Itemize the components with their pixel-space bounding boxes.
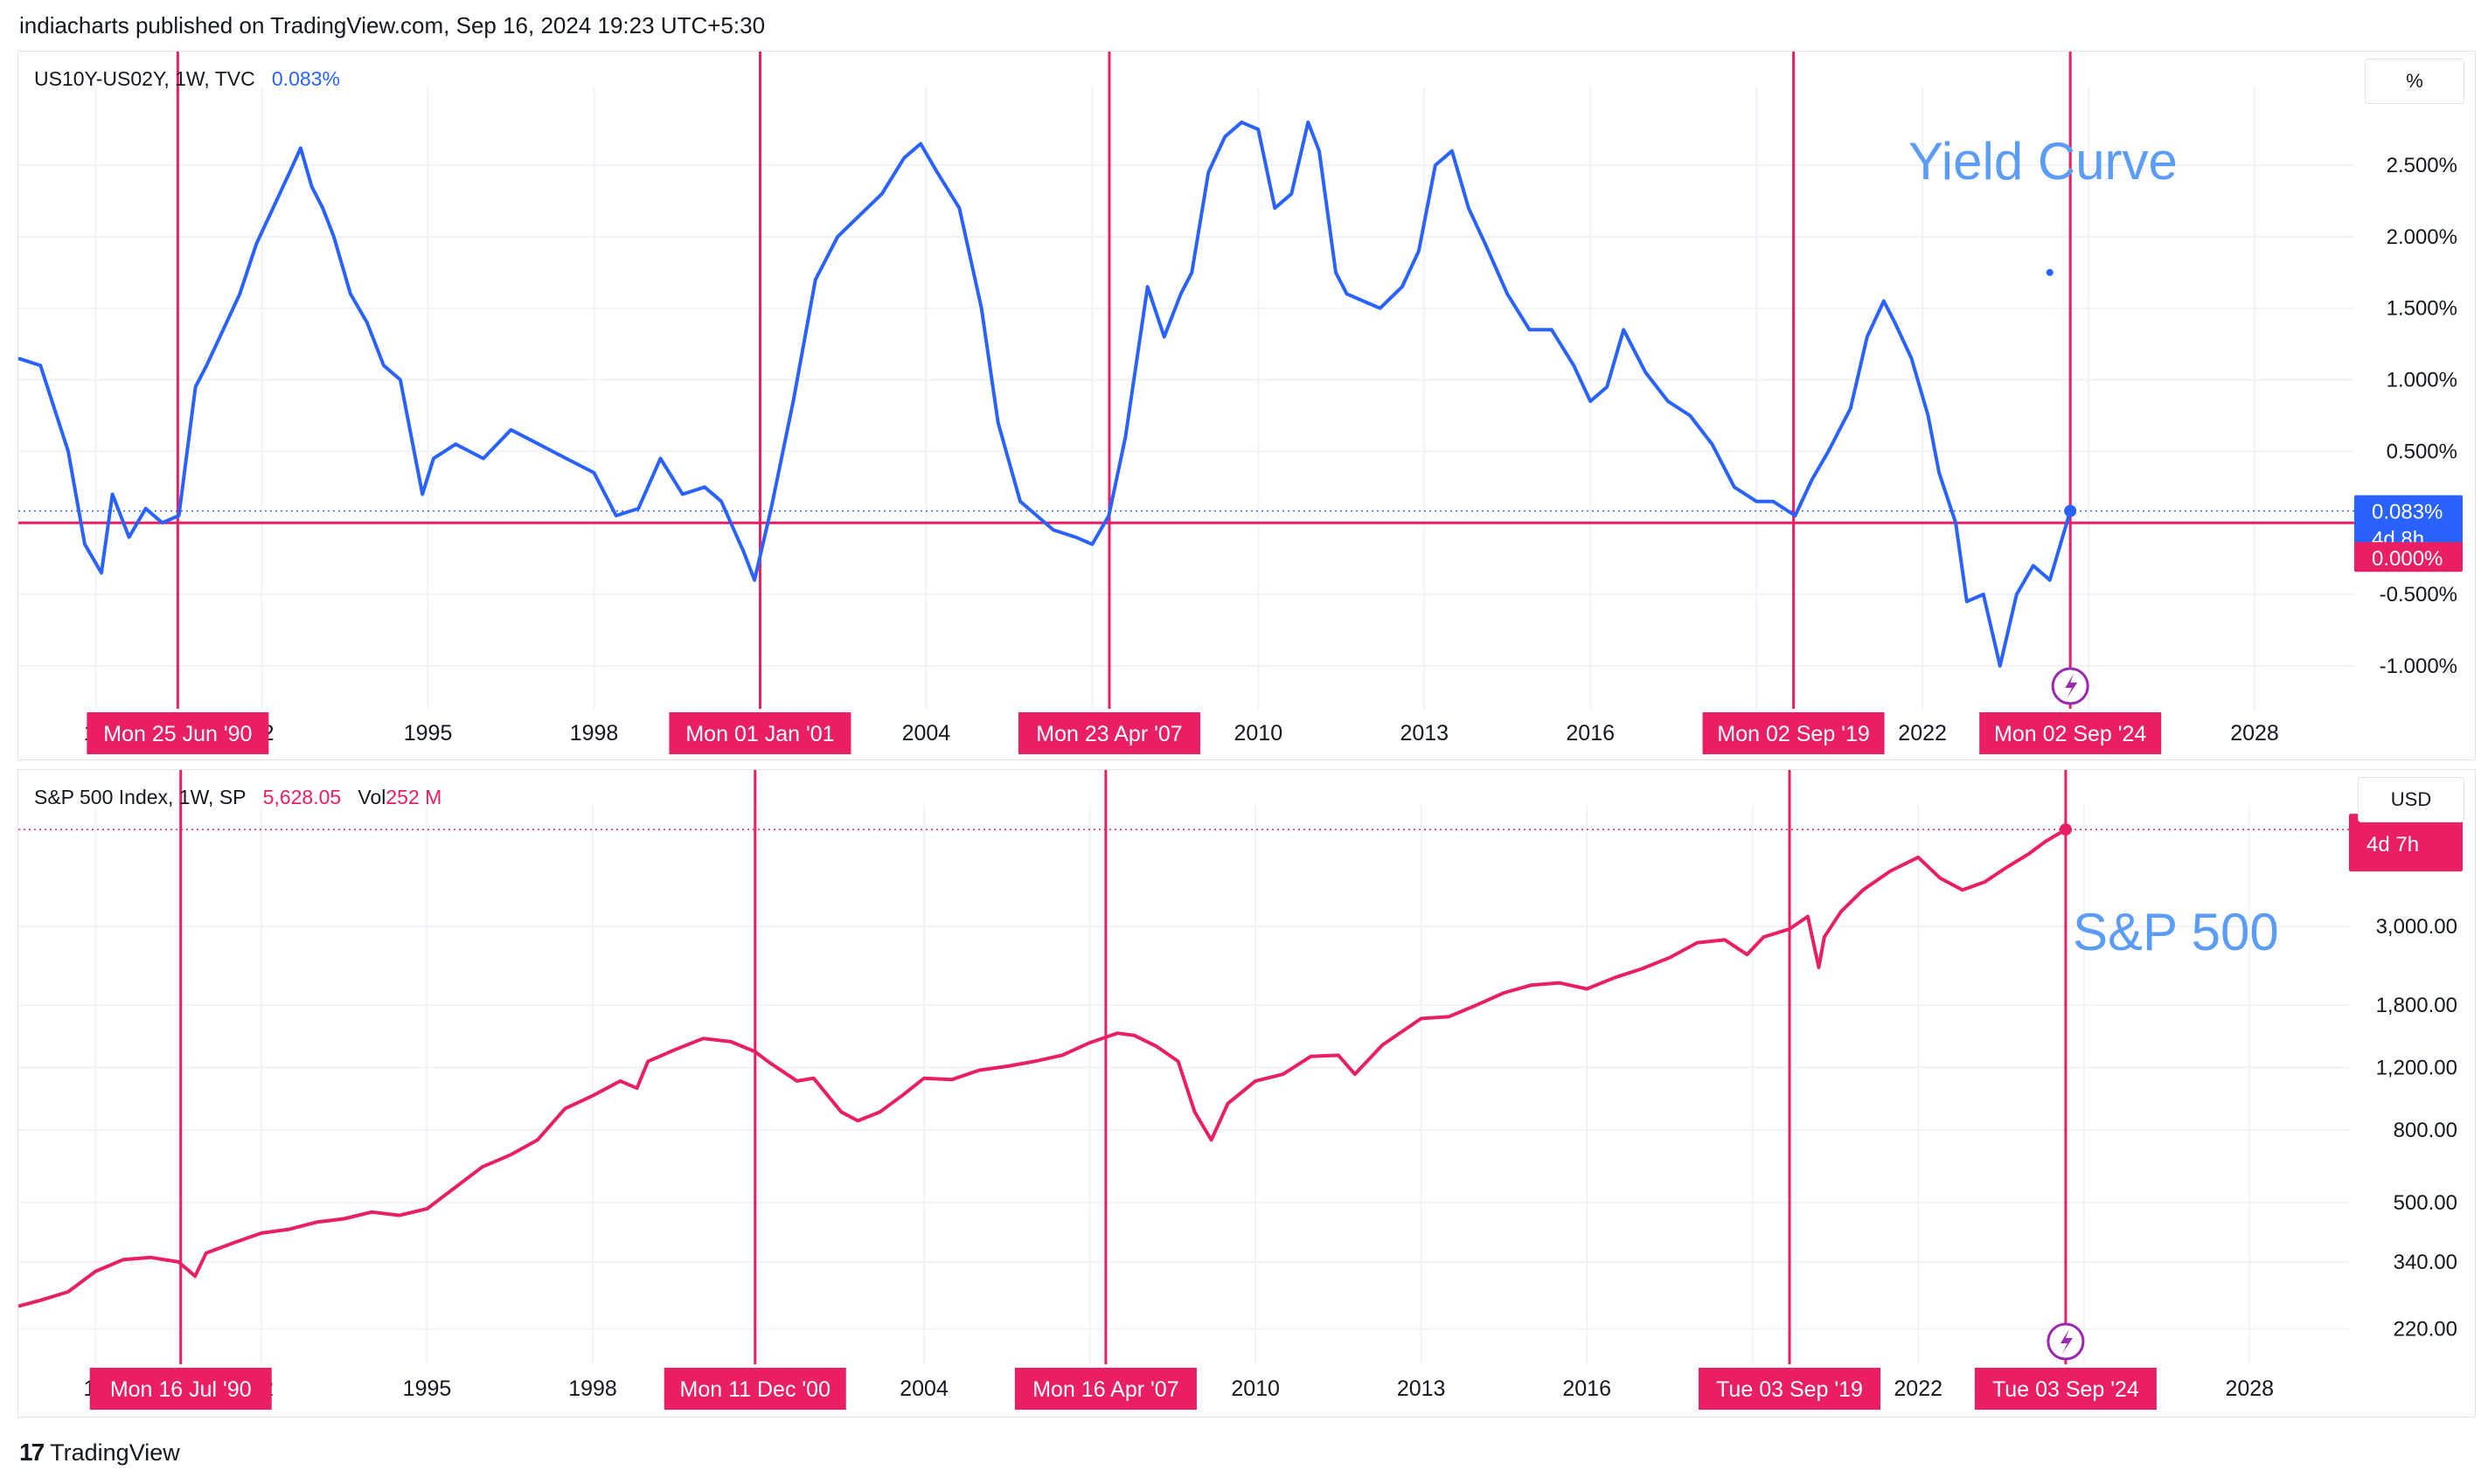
chart0-date-label-bg-1	[669, 712, 851, 754]
chart0-y-tick-label-3: 1.000%	[2387, 369, 2457, 392]
sp500-legend[interactable]: S&P 500 Index, 1W, SP 5,628.05 Vol252 M	[34, 786, 441, 809]
chart1-lightning-bolt	[2060, 1329, 2073, 1354]
chart1-x-tick-label-2: 1995	[403, 1377, 452, 1401]
chart1-price-label-countdown-0: 4d 7h	[2366, 833, 2419, 856]
chart0-y-tick-label-1: 2.000%	[2387, 225, 2457, 249]
chart0-price-label-bg-0	[2354, 495, 2463, 553]
chart1-annotation: S&P 500	[2073, 903, 2279, 961]
publisher-header: indiacharts published on TradingView.com…	[19, 12, 766, 38]
chart0-x-tick-label-13: 2028	[2230, 721, 2279, 745]
chart1-date-label-4: Tue 03 Sep '24	[1992, 1377, 2139, 1402]
chart0-series-line	[18, 120, 2073, 668]
chart1-date-label-1: Mon 11 Dec '00	[680, 1377, 830, 1402]
chart0-x-tick-label-8: 2013	[1400, 721, 1449, 745]
chart1-y-tick-label-4: 500.00	[2394, 1191, 2457, 1215]
chart1-date-label-0: Mon 16 Jul '90	[110, 1377, 252, 1402]
chart1-x-tick-label-8: 2013	[1397, 1377, 1446, 1401]
chart0-date-label-0: Mon 25 Jun '90	[103, 722, 252, 746]
chart0-annotation: Yield Curve	[1908, 132, 2178, 191]
chart0-date-label-bg-4	[1979, 712, 2162, 754]
chart0-y-tick-label-4: 0.500%	[2387, 440, 2457, 463]
sp500-symbol: S&P 500 Index, 1W, SP	[34, 786, 247, 808]
sp500-pane[interactable]: S&P 500199219951998200120042007201020132…	[17, 769, 2476, 1418]
chart0-x-tick-label-5: 2004	[902, 721, 951, 745]
chart1-date-label-bg-3	[1699, 1368, 1881, 1410]
chart0-date-label-2: Mon 23 Apr '07	[1036, 722, 1182, 746]
chart0-x-tick-label-7: 2010	[1234, 721, 1283, 745]
chart1-x-tick-label-7: 2010	[1231, 1377, 1280, 1401]
chart0-y-tick-label-5: -0.500%	[2380, 583, 2457, 607]
yield-curve-chart[interactable]: Yield Curve19921995199820012004200720102…	[18, 52, 2475, 759]
chart1-date-label-bg-1	[664, 1368, 846, 1410]
chart0-date-label-bg-2	[1018, 712, 1200, 754]
chart0-last-point	[2064, 504, 2077, 517]
chart0-x-tick-label-3: 1998	[570, 721, 619, 745]
chart0-extra-point	[2046, 268, 2054, 276]
chart1-last-point	[2059, 823, 2072, 836]
chart0-price-label-bg-1	[2354, 542, 2463, 572]
chart1-date-label-bg-4	[1974, 1368, 2157, 1410]
chart0-x-tick-label-2: 1995	[404, 721, 453, 745]
chart1-x-tick-label-9: 2016	[1562, 1377, 1611, 1401]
chart1-y-tick-label-3: 800.00	[2394, 1119, 2457, 1142]
chart1-x-tick-label-3: 1998	[568, 1377, 617, 1401]
sp500-volume-value: 252 M	[386, 786, 442, 808]
chart0-date-label-1: Mon 01 Jan '01	[685, 722, 834, 746]
chart0-lightning-bolt	[2065, 674, 2078, 698]
chart1-date-label-2: Mon 16 Apr '07	[1032, 1377, 1178, 1402]
chart1-y-tick-label-1: 1,800.00	[2376, 994, 2457, 1017]
chart0-price-label-1: 0.000%	[2372, 547, 2443, 571]
chart1-y-tick-label-5: 340.00	[2394, 1251, 2457, 1274]
sp500-volume-label: Vol	[358, 786, 386, 808]
chart0-y-tick-label-0: 2.500%	[2387, 154, 2457, 177]
footer-brand-name: TradingView	[50, 1439, 180, 1466]
chart1-date-label-bg-0	[89, 1368, 272, 1410]
chart1-date-label-bg-2	[1014, 1368, 1197, 1410]
tradingview-logo-icon: 17	[19, 1439, 45, 1466]
chart1-x-tick-label-13: 2028	[2225, 1377, 2274, 1401]
footer-brand[interactable]: 17 TradingView	[19, 1439, 180, 1467]
chart0-x-tick-label-11: 2022	[1898, 721, 1947, 745]
chart0-x-tick-label-9: 2016	[1566, 721, 1615, 745]
chart1-x-tick-label-11: 2022	[1894, 1377, 1942, 1401]
yield-unit-button[interactable]: %	[2365, 59, 2464, 104]
chart1-y-tick-label-0: 3,000.00	[2376, 915, 2457, 939]
chart1-price-label-bg-0	[2349, 814, 2463, 872]
chart1-y-tick-label-2: 1,200.00	[2376, 1057, 2457, 1080]
sp500-last-value: 5,628.05	[262, 786, 342, 808]
yield-curve-legend[interactable]: US10Y-US02Y, 1W, TVC 0.083%	[34, 67, 340, 91]
chart1-x-tick-label-5: 2004	[900, 1377, 949, 1401]
chart1-series-line	[18, 828, 2067, 1308]
chart0-date-label-bg-3	[1702, 712, 1885, 754]
yield-curve-last-value: 0.083%	[271, 67, 340, 90]
yield-curve-symbol: US10Y-US02Y, 1W, TVC	[34, 67, 255, 90]
chart0-date-label-4: Mon 02 Sep '24	[1994, 722, 2146, 746]
chart0-date-label-3: Mon 02 Sep '19	[1717, 722, 1869, 746]
sp500-chart[interactable]: S&P 500199219951998200120042007201020132…	[18, 770, 2475, 1417]
chart0-price-label-0: 0.083%	[2372, 501, 2443, 524]
sp500-unit-button[interactable]: USD	[2358, 777, 2464, 822]
chart0-y-tick-label-6: -1.000%	[2380, 655, 2457, 678]
chart1-y-tick-label-6: 220.00	[2394, 1318, 2457, 1342]
chart0-y-tick-label-2: 1.500%	[2387, 297, 2457, 321]
chart1-date-label-3: Tue 03 Sep '19	[1716, 1377, 1863, 1402]
chart0-date-label-bg-0	[87, 712, 269, 754]
yield-curve-pane[interactable]: Yield Curve19921995199820012004200720102…	[17, 51, 2476, 760]
